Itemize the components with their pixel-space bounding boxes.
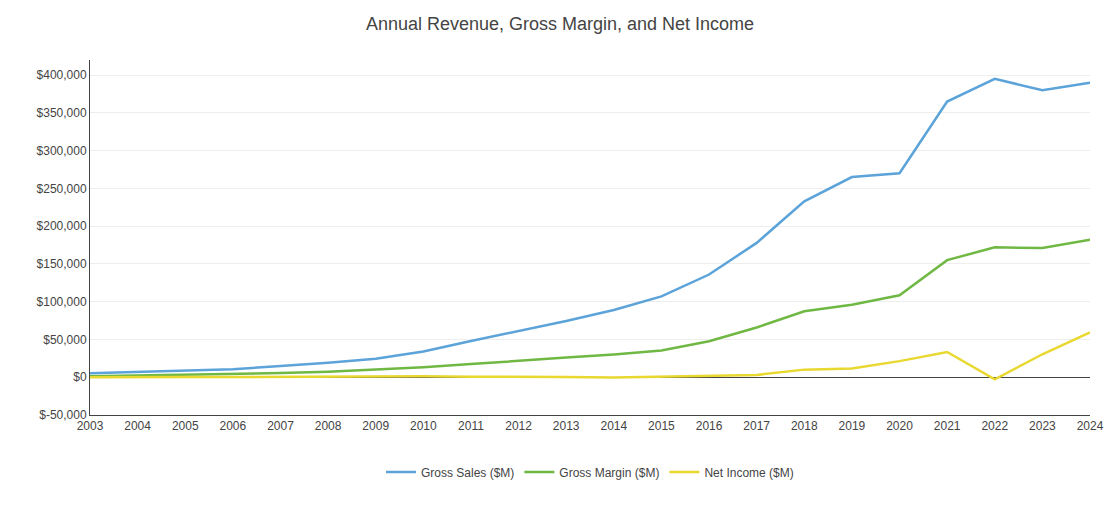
svg-text:2017: 2017 (743, 419, 770, 433)
svg-text:2011: 2011 (458, 419, 484, 433)
svg-text:2023: 2023 (1029, 419, 1056, 433)
svg-text:2016: 2016 (696, 419, 723, 433)
svg-text:2009: 2009 (362, 419, 389, 433)
svg-text:Annual Revenue, Gross Margin,: Annual Revenue, Gross Margin, and Net In… (366, 14, 754, 34)
svg-text:$50,000: $50,000 (43, 333, 87, 347)
svg-text:$300,000: $300,000 (37, 144, 87, 158)
svg-text:2022: 2022 (981, 419, 1008, 433)
svg-text:2007: 2007 (267, 419, 294, 433)
svg-text:2008: 2008 (315, 419, 342, 433)
svg-text:$200,000: $200,000 (37, 219, 87, 233)
svg-text:$-50,000: $-50,000 (39, 408, 87, 422)
svg-text:Gross Sales ($M): Gross Sales ($M) (421, 466, 514, 480)
svg-text:$100,000: $100,000 (37, 295, 87, 309)
svg-text:$350,000: $350,000 (37, 106, 87, 120)
svg-text:2018: 2018 (791, 419, 818, 433)
svg-text:2004: 2004 (124, 419, 151, 433)
svg-text:2003: 2003 (77, 419, 104, 433)
svg-text:2012: 2012 (505, 419, 532, 433)
svg-text:Gross Margin ($M): Gross Margin ($M) (559, 466, 659, 480)
svg-text:Net Income ($M): Net Income ($M) (704, 466, 793, 480)
svg-text:2006: 2006 (220, 419, 247, 433)
svg-text:2015: 2015 (648, 419, 675, 433)
svg-text:2020: 2020 (886, 419, 913, 433)
svg-text:$0: $0 (73, 370, 87, 384)
svg-text:$150,000: $150,000 (37, 257, 87, 271)
svg-text:2019: 2019 (839, 419, 866, 433)
svg-text:$250,000: $250,000 (37, 182, 87, 196)
svg-text:2024: 2024 (1077, 419, 1104, 433)
svg-text:2021: 2021 (934, 419, 961, 433)
svg-text:2005: 2005 (172, 419, 199, 433)
svg-text:2010: 2010 (410, 419, 437, 433)
svg-text:2014: 2014 (600, 419, 627, 433)
svg-text:2013: 2013 (553, 419, 580, 433)
svg-text:$400,000: $400,000 (37, 68, 87, 82)
